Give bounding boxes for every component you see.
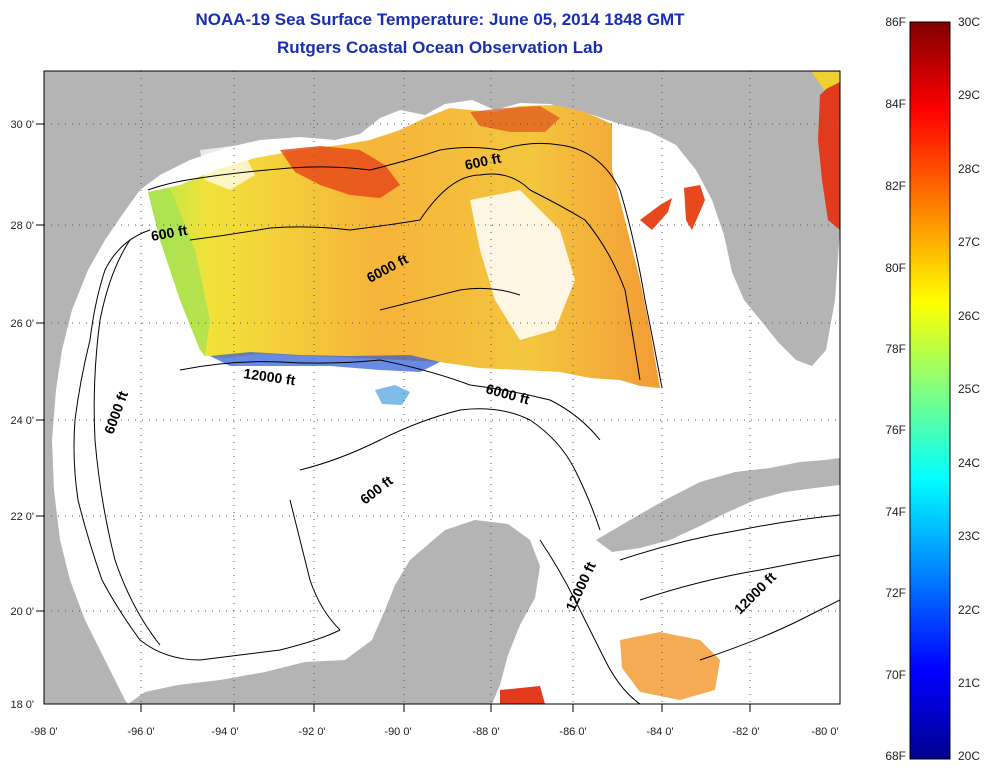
lon-tick-label: -90 0' bbox=[384, 726, 411, 738]
lon-tick-label: -84 0' bbox=[646, 726, 673, 738]
lon-tick-label: -86 0' bbox=[559, 726, 586, 738]
colorbar-c-label: 29C bbox=[958, 88, 980, 102]
lon-tick-label: -80 0' bbox=[811, 726, 838, 738]
colorbar-f-label: 76F bbox=[885, 423, 906, 437]
sst-warm-patch bbox=[640, 198, 672, 230]
bathymetry-contours bbox=[73, 142, 840, 704]
colorbar-c-label: 22C bbox=[958, 603, 980, 617]
cloud-gap bbox=[200, 145, 255, 190]
graticule bbox=[44, 71, 840, 704]
map-title: NOAA-19 Sea Surface Temperature: June 05… bbox=[195, 10, 685, 29]
lat-tick-label: 18 0' bbox=[10, 699, 34, 711]
colorbar-f-label: 68F bbox=[885, 749, 906, 763]
colorbar-c-label: 24C bbox=[958, 456, 980, 470]
colorbar-f-label: 82F bbox=[885, 179, 906, 193]
colorbar-f-label: 78F bbox=[885, 342, 906, 356]
lat-tick-label: 30 0' bbox=[10, 119, 34, 131]
sst-south-cuba bbox=[620, 632, 720, 700]
contour-label: 12000 ft bbox=[243, 365, 297, 388]
land-cuba bbox=[596, 458, 840, 552]
sst-cold-speckles bbox=[210, 352, 440, 372]
sst-warm-coastal bbox=[470, 106, 560, 132]
colorbar-f-label: 86F bbox=[885, 15, 906, 29]
colorbar-c-label: 25C bbox=[958, 382, 980, 396]
colorbar-c-label: 21C bbox=[958, 676, 980, 690]
sst-florida-east bbox=[818, 80, 840, 230]
lon-tick-label: -82 0' bbox=[732, 726, 759, 738]
colorbar-f-label: 80F bbox=[885, 261, 906, 275]
lat-tick-label: 24 0' bbox=[10, 415, 34, 427]
sst-warm-coastal bbox=[280, 146, 400, 198]
colorbar-c-label: 30C bbox=[958, 15, 980, 29]
lat-tick-label: 20 0' bbox=[10, 606, 34, 618]
colorbar-c-label: 27C bbox=[958, 235, 980, 249]
colorbar bbox=[909, 21, 951, 760]
colorbar-f-label: 72F bbox=[885, 586, 906, 600]
colorbar-c-label: 28C bbox=[958, 162, 980, 176]
sst-cool-west bbox=[148, 188, 210, 356]
sst-warm-patch bbox=[684, 185, 705, 230]
land-us-gulf-coast bbox=[44, 71, 840, 704]
lon-tick-label: -92 0' bbox=[298, 726, 325, 738]
colorbar-f-label: 74F bbox=[885, 505, 906, 519]
lon-tick-label: -98 0' bbox=[30, 726, 57, 738]
sst-south-cuba bbox=[500, 686, 545, 704]
frame-ticks bbox=[36, 123, 751, 712]
lon-tick-label: -88 0' bbox=[472, 726, 499, 738]
cloud-gap bbox=[470, 190, 575, 340]
contour-label: 600 ft bbox=[150, 222, 189, 244]
lat-tick-label: 28 0' bbox=[10, 220, 34, 232]
colorbar-f-label: 84F bbox=[885, 97, 906, 111]
land-yucatan bbox=[128, 520, 540, 704]
colorbar-c-label: 23C bbox=[958, 529, 980, 543]
lat-tick-label: 26 0' bbox=[10, 318, 34, 330]
sst-cold-speckles bbox=[375, 385, 410, 405]
colorbar-c-label: 20C bbox=[958, 749, 980, 763]
lon-tick-label: -96 0' bbox=[127, 726, 154, 738]
map-subtitle: Rutgers Coastal Ocean Observation Lab bbox=[277, 38, 603, 57]
map-frame bbox=[43, 70, 841, 705]
sst-florida-east bbox=[812, 72, 840, 90]
colorbar-f-label: 70F bbox=[885, 668, 906, 682]
lon-tick-label: -94 0' bbox=[211, 726, 238, 738]
lat-tick-label: 22 0' bbox=[10, 511, 34, 523]
contour-label: 600 ft bbox=[463, 150, 502, 173]
colorbar-c-label: 26C bbox=[958, 309, 980, 323]
